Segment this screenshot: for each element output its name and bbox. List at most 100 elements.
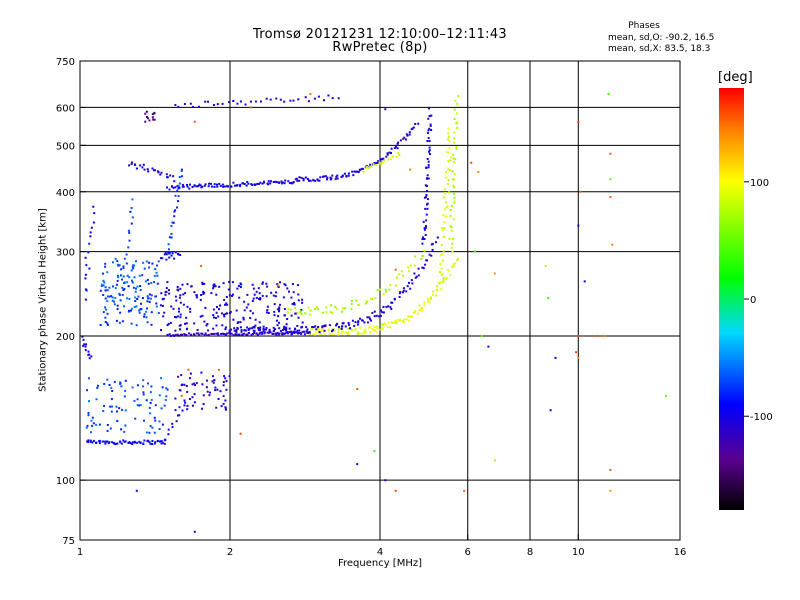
data-point bbox=[324, 175, 327, 178]
data-point bbox=[127, 285, 130, 288]
data-point bbox=[87, 412, 90, 414]
data-point bbox=[217, 398, 220, 400]
data-point bbox=[87, 441, 90, 443]
data-point bbox=[161, 386, 164, 389]
data-point bbox=[148, 261, 151, 264]
data-point bbox=[381, 161, 384, 164]
data-point bbox=[428, 149, 431, 152]
data-point bbox=[232, 100, 235, 102]
data-point bbox=[426, 158, 429, 160]
data-point bbox=[385, 155, 388, 158]
data-point bbox=[400, 270, 403, 273]
data-point bbox=[423, 227, 426, 230]
data-point bbox=[212, 316, 215, 319]
data-point bbox=[290, 308, 293, 311]
data-point bbox=[88, 242, 91, 245]
data-point bbox=[328, 324, 331, 327]
data-point bbox=[241, 333, 244, 336]
data-point bbox=[160, 257, 162, 260]
data-point bbox=[429, 124, 432, 127]
data-point bbox=[161, 441, 164, 444]
data-point bbox=[135, 489, 138, 492]
data-point bbox=[430, 114, 433, 117]
data-point bbox=[291, 332, 293, 335]
data-point bbox=[266, 331, 269, 334]
data-point bbox=[427, 160, 430, 163]
data-point bbox=[215, 332, 218, 335]
data-point bbox=[124, 379, 127, 382]
data-point bbox=[396, 142, 399, 145]
data-point bbox=[193, 393, 196, 396]
data-point bbox=[304, 312, 307, 315]
data-point bbox=[297, 316, 300, 319]
data-point bbox=[224, 333, 227, 336]
data-point bbox=[382, 157, 385, 160]
data-point bbox=[174, 409, 177, 412]
data-point bbox=[136, 298, 139, 300]
data-point bbox=[393, 147, 396, 150]
data-point bbox=[154, 404, 157, 407]
data-point bbox=[165, 387, 168, 390]
data-point bbox=[218, 182, 221, 185]
y-tick-label: 600 bbox=[56, 103, 75, 114]
data-point bbox=[372, 163, 375, 166]
data-point bbox=[203, 320, 206, 323]
data-point bbox=[220, 405, 223, 408]
data-point bbox=[412, 126, 415, 129]
data-point bbox=[123, 440, 126, 443]
data-point bbox=[609, 178, 612, 181]
data-point bbox=[104, 306, 107, 309]
data-point bbox=[284, 179, 287, 182]
data-point bbox=[350, 300, 353, 302]
data-point bbox=[193, 184, 196, 187]
data-point bbox=[426, 174, 429, 177]
data-point bbox=[124, 409, 127, 412]
data-point bbox=[144, 280, 147, 283]
data-point bbox=[425, 259, 428, 262]
data-point bbox=[239, 326, 242, 329]
data-point bbox=[251, 333, 254, 335]
data-point bbox=[134, 300, 137, 302]
data-point bbox=[147, 439, 149, 442]
data-point bbox=[450, 204, 453, 207]
data-point bbox=[418, 304, 421, 307]
data-point bbox=[164, 399, 167, 401]
data-point bbox=[283, 325, 286, 328]
data-point bbox=[236, 287, 239, 290]
data-point bbox=[447, 132, 450, 135]
data-point bbox=[368, 326, 371, 329]
data-point bbox=[216, 103, 219, 106]
data-point bbox=[480, 335, 483, 337]
data-point bbox=[303, 330, 306, 333]
data-point bbox=[168, 289, 170, 292]
data-point bbox=[104, 440, 107, 443]
data-point bbox=[428, 253, 431, 256]
data-point bbox=[337, 327, 340, 330]
data-point bbox=[90, 431, 92, 434]
data-point bbox=[104, 289, 107, 292]
data-point bbox=[89, 235, 92, 238]
data-point bbox=[378, 161, 381, 164]
data-point bbox=[272, 294, 275, 297]
data-point bbox=[316, 308, 319, 311]
data-point bbox=[146, 295, 149, 298]
data-point bbox=[202, 290, 205, 293]
data-point bbox=[140, 302, 142, 305]
data-point bbox=[204, 100, 207, 103]
data-point bbox=[204, 306, 207, 309]
data-point bbox=[423, 196, 426, 199]
data-point bbox=[401, 291, 404, 294]
data-point bbox=[386, 153, 389, 156]
data-point bbox=[145, 399, 148, 402]
data-point bbox=[151, 443, 154, 445]
data-point bbox=[255, 296, 258, 299]
data-point bbox=[178, 406, 181, 409]
data-point bbox=[198, 105, 200, 108]
data-point bbox=[444, 188, 447, 191]
data-point bbox=[423, 238, 426, 240]
data-point bbox=[447, 269, 450, 271]
data-point bbox=[251, 184, 254, 186]
data-point bbox=[158, 394, 161, 397]
data-point bbox=[217, 368, 220, 371]
data-point bbox=[189, 307, 192, 310]
